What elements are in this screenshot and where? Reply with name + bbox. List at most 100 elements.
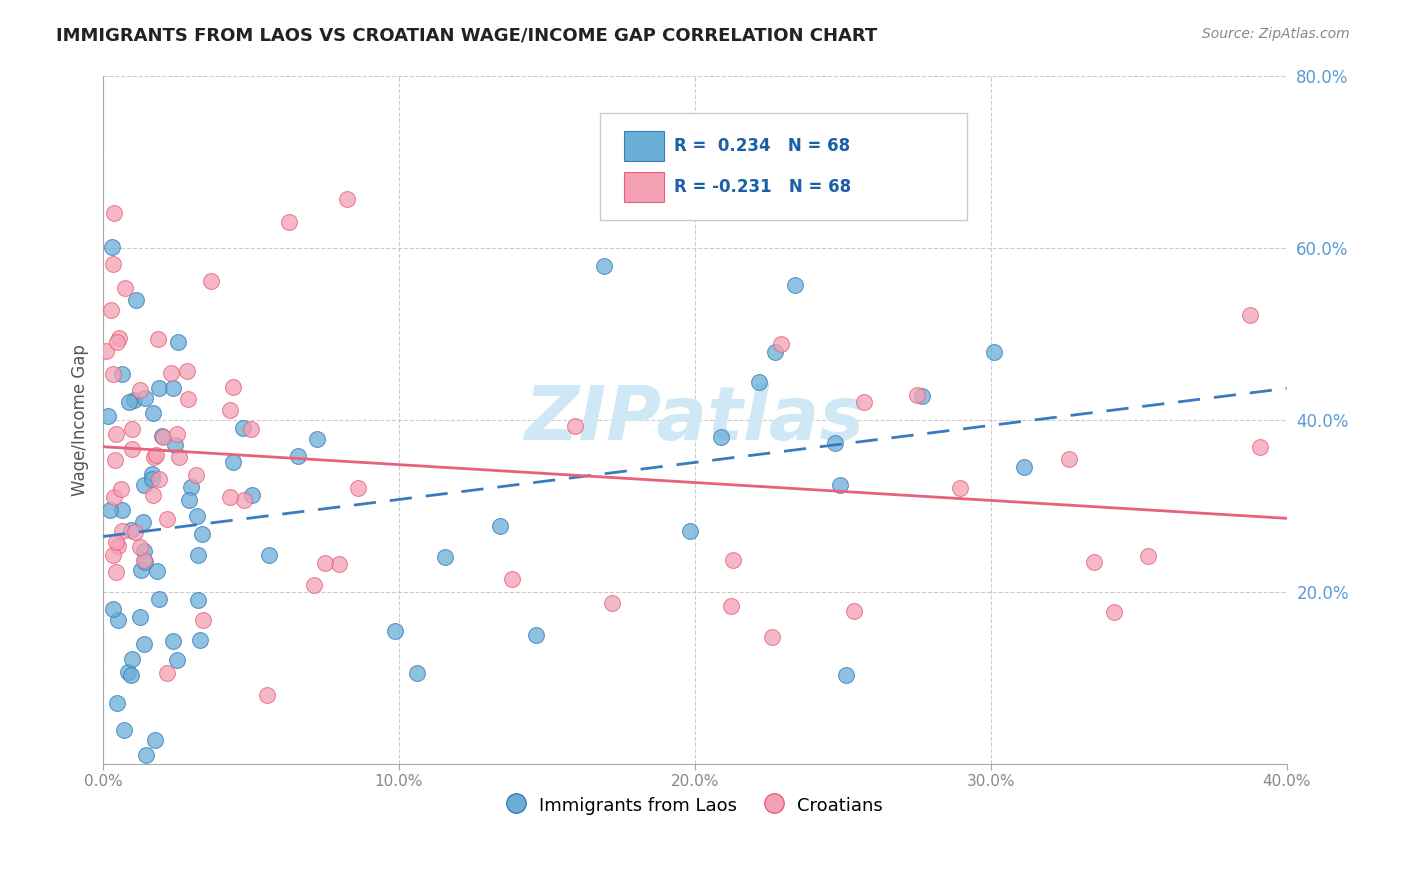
Point — [122, 393, 145, 408]
Point — [200, 274, 222, 288]
Point — [120, 668, 142, 682]
Point — [103, 490, 125, 504]
Point — [129, 384, 152, 398]
Point — [117, 665, 139, 679]
Point — [111, 367, 134, 381]
Point — [256, 688, 278, 702]
Point — [134, 555, 156, 569]
Point — [501, 572, 523, 586]
Point — [110, 482, 132, 496]
Point — [336, 192, 359, 206]
Point — [97, 409, 120, 424]
Point — [132, 516, 155, 530]
Point — [763, 345, 786, 359]
Point — [187, 593, 209, 607]
Point — [191, 613, 214, 627]
Point — [524, 628, 547, 642]
Point — [107, 331, 129, 345]
Point — [305, 432, 328, 446]
Point — [148, 381, 170, 395]
Point — [176, 364, 198, 378]
Point — [239, 421, 262, 435]
Point — [145, 449, 167, 463]
Point — [121, 652, 143, 666]
Point — [219, 403, 242, 417]
Point — [129, 540, 152, 554]
Point — [983, 344, 1005, 359]
Point — [98, 502, 121, 516]
Point — [853, 394, 876, 409]
Point — [101, 548, 124, 562]
FancyBboxPatch shape — [624, 130, 664, 161]
Point — [111, 503, 134, 517]
Text: Source: ZipAtlas.com: Source: ZipAtlas.com — [1202, 27, 1350, 41]
Point — [761, 631, 783, 645]
Point — [721, 553, 744, 567]
Point — [222, 380, 245, 394]
Point — [166, 334, 188, 349]
Point — [120, 523, 142, 537]
Point — [103, 257, 125, 271]
Point — [1083, 555, 1105, 569]
Point — [593, 260, 616, 274]
Point — [167, 450, 190, 465]
Point — [105, 696, 128, 710]
Point — [1249, 440, 1271, 454]
Point — [103, 367, 125, 381]
Text: R =  0.234   N = 68: R = 0.234 N = 68 — [673, 136, 849, 154]
Point — [134, 391, 156, 405]
Point — [257, 548, 280, 562]
Point — [148, 592, 170, 607]
Point — [142, 406, 165, 420]
Point — [1239, 308, 1261, 322]
Point — [564, 419, 586, 434]
Y-axis label: Wage/Income Gap: Wage/Income Gap — [72, 343, 89, 496]
Point — [302, 577, 325, 591]
Point — [129, 609, 152, 624]
Point — [824, 436, 846, 450]
Point — [949, 481, 972, 495]
Point — [1136, 549, 1159, 563]
Point — [907, 388, 929, 402]
Point — [143, 450, 166, 464]
Point — [911, 389, 934, 403]
Point — [748, 376, 770, 390]
Point — [844, 604, 866, 618]
Point — [143, 732, 166, 747]
Point — [720, 599, 742, 613]
Point — [101, 239, 124, 253]
Point — [180, 480, 202, 494]
FancyBboxPatch shape — [624, 172, 664, 202]
Point — [156, 666, 179, 681]
Point — [221, 455, 243, 469]
Point — [710, 430, 733, 444]
Point — [1014, 459, 1036, 474]
Point — [134, 637, 156, 651]
Point — [135, 748, 157, 763]
Point — [107, 539, 129, 553]
Point — [100, 303, 122, 318]
Point — [186, 508, 208, 523]
Point — [148, 473, 170, 487]
Point — [218, 490, 240, 504]
Point — [104, 535, 127, 549]
Point — [105, 335, 128, 350]
Point — [184, 467, 207, 482]
Point — [162, 634, 184, 648]
Point — [141, 472, 163, 486]
Point — [134, 477, 156, 491]
Point — [232, 421, 254, 435]
Point — [152, 429, 174, 443]
Point — [121, 442, 143, 456]
Point — [103, 205, 125, 219]
Point — [287, 449, 309, 463]
Point — [134, 552, 156, 566]
Point — [769, 337, 792, 351]
Text: ZIPatlas: ZIPatlas — [524, 384, 865, 456]
Point — [118, 395, 141, 409]
Point — [783, 278, 806, 293]
Point — [101, 602, 124, 616]
Legend: Immigrants from Laos, Croatians: Immigrants from Laos, Croatians — [498, 788, 891, 823]
Point — [1102, 605, 1125, 619]
Point — [835, 668, 858, 682]
